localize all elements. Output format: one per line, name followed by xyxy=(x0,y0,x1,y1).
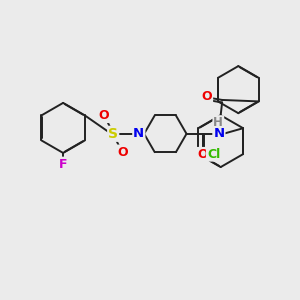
Text: N: N xyxy=(133,127,144,140)
Text: O: O xyxy=(197,148,208,161)
Text: H: H xyxy=(213,116,223,129)
Text: S: S xyxy=(108,127,118,141)
Text: F: F xyxy=(59,158,68,171)
Text: O: O xyxy=(98,109,109,122)
Text: O: O xyxy=(202,90,212,103)
Text: N: N xyxy=(213,127,224,140)
Text: Cl: Cl xyxy=(207,148,220,160)
Text: O: O xyxy=(117,146,128,159)
